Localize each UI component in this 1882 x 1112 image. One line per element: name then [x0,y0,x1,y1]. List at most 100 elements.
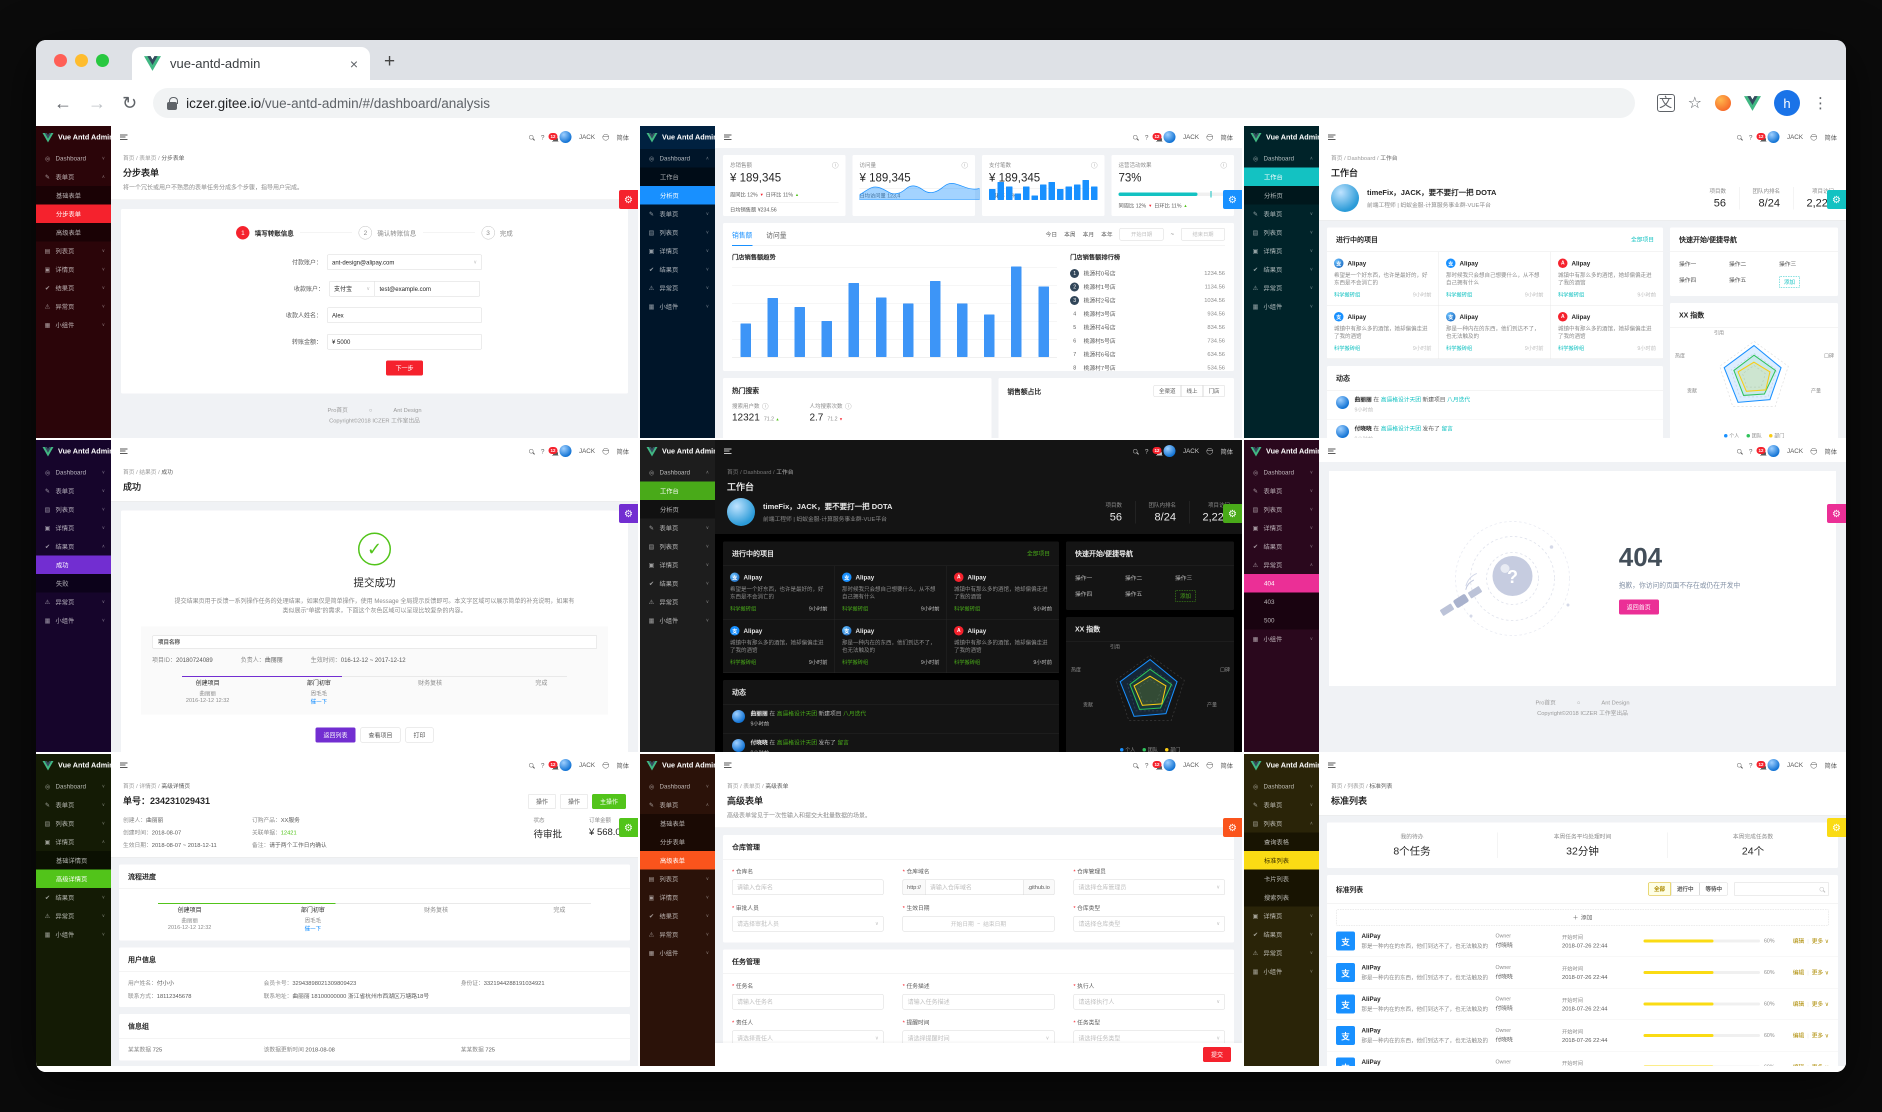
info-icon[interactable] [1220,161,1227,169]
extension-icon[interactable] [1715,95,1731,111]
sidebar-item-result[interactable]: ✔ 结果页 ∨ [44,284,105,292]
quick-link[interactable]: 操作五 [1125,591,1143,598]
range-today[interactable]: 今日 [1045,231,1058,238]
vue-devtools-icon[interactable] [1744,96,1761,111]
user-avatar[interactable] [1163,759,1176,771]
date-end-input[interactable]: 结束日期 [1181,228,1225,241]
project-card[interactable]: 支 Alipay 希望是一个好东西，也许是最好的，好东西是不会消亡的 科学搬砖组 9小时… [1327,252,1439,306]
quick-add-button[interactable]: 添加 [1175,590,1196,602]
user-avatar[interactable] [1163,445,1176,457]
sidebar-item-success[interactable]: 成功 [36,555,111,574]
sidebar-item-advanced-form[interactable]: 高级表单 [640,851,715,870]
question-icon[interactable]: ? [540,761,545,769]
sidebar-item-form[interactable]: ✎ 表单页 ∧ [648,801,709,809]
question-icon[interactable]: ? [1748,447,1753,455]
sidebar-item-detail[interactable]: ▣ 详情页 ∨ [1252,247,1313,255]
more-link[interactable]: 更多 ∨ [1812,1065,1829,1067]
sidebar-item-card-list[interactable]: 卡片列表 [1264,876,1290,883]
sidebar-item-form[interactable]: ✎ 表单页 ∨ [1252,801,1313,809]
sidebar-item-form[interactable]: ✎ 表单页 ∨ [648,524,709,532]
theme-settings-button[interactable]: ⚙ [619,190,638,209]
sidebar-item-result[interactable]: ✔ 结果页 ∨ [1252,542,1313,551]
close-window-button[interactable] [54,54,67,67]
search-icon[interactable] [1132,762,1138,768]
quick-link[interactable]: 操作三 [1779,261,1797,268]
address-bar[interactable]: iczer.gitee.io/vue-antd-admin/#/dashboar… [153,88,1635,118]
action-button[interactable]: 操作 [559,794,588,809]
p4-app-logo[interactable]: Vue Antd Admin [36,440,111,463]
lang-icon[interactable] [602,761,609,769]
sidebar-item-exception[interactable]: ⚠ 异常页 ∨ [1252,949,1313,957]
menu-fold-icon[interactable] [120,762,128,768]
warehouse-name-input[interactable] [732,879,884,895]
sidebar-item-step-form[interactable]: 分步表单 [660,839,686,846]
range-month[interactable]: 本月 [1082,231,1095,238]
lang-label[interactable]: 简体 [616,134,629,142]
sidebar-item-dashboard[interactable]: ◎ Dashboard ∨ [44,154,105,162]
warehouse-admin-select[interactable]: 请选择仓库管理员 ∨ [1073,879,1225,895]
project-card[interactable]: 支 Alipay 希望是一个好东西，也许是最好的，好东西是不会消亡的 科学搬砖组 9小时… [723,566,835,620]
more-link[interactable]: 更多 ∨ [1811,1001,1829,1008]
back-to-list-button[interactable]: 返回列表 [315,727,356,743]
sidebar-item-analysis[interactable]: 分析页 [1264,192,1283,200]
sidebar-item-dashboard[interactable]: ◎ Dashboard ∨ [648,782,709,790]
sidebar-item-list[interactable]: ▤ 列表页 ∨ [648,228,709,237]
question-icon[interactable]: ? [1144,133,1149,141]
sidebar-item-exception[interactable]: ⚠ 异常页 ∨ [1252,284,1313,292]
lang-label[interactable]: 简体 [1220,448,1233,456]
lang-label[interactable]: 简体 [616,762,629,770]
sidebar-item-detail[interactable]: ▣ 详情页 ∨ [648,247,709,255]
amount-input[interactable] [327,334,482,350]
sidebar-item-advanced-form[interactable]: 高级表单 [56,229,82,237]
item-title[interactable]: AliPay [1361,1058,1381,1066]
lang-icon[interactable] [1206,447,1213,455]
filter-waiting-button[interactable]: 等待中 [1699,882,1728,896]
sidebar-item-exception[interactable]: ⚠ 异常页 ∨ [648,598,709,606]
user-avatar[interactable] [1767,131,1780,143]
sidebar-item-workspace[interactable]: 工作台 [640,481,715,500]
search-icon[interactable] [528,134,534,140]
p8-app-logo[interactable]: Vue Antd Admin [640,754,715,777]
action-button[interactable]: 操作 [527,794,556,809]
project-card[interactable]: 支 Alipay 那时候我只会想自己想要什么，从不想自己拥有什么 科学搬砖组 9小时前 [835,566,947,620]
lang-label[interactable]: 简体 [1220,134,1233,142]
sidebar-item-dashboard[interactable]: ◎ Dashboard ∨ [1252,468,1313,476]
owner-select[interactable]: 请选择责任人 ∨ [732,1030,884,1043]
payer-account-select[interactable]: ant-design@alipay.com ∨ [327,254,482,270]
sidebar-item-widgets[interactable]: ▦ 小组件 ∨ [648,616,709,625]
payee-type-select[interactable]: 支付宝 ∨ [329,281,375,297]
user-avatar[interactable] [1767,759,1780,771]
lang-icon[interactable] [1206,761,1213,769]
tab-sales[interactable]: 销售额 [732,223,752,246]
search-icon[interactable] [1132,448,1138,454]
project-card[interactable]: 支 Alipay 城镇中有那么多的酒馆，她却偏偏走进了我的酒馆 科学搬砖组 9小时前 [723,619,835,673]
sidebar-item-dashboard[interactable]: ◎ Dashboard ∨ [44,468,105,476]
sidebar-item-detail[interactable]: ▣ 详情页 ∨ [1252,912,1313,920]
project-card[interactable]: 支 Alipay 那是一种内在的东西，他们到达不了，也无法触及的 科学搬砖组 9小时前 [1439,305,1551,359]
item-title[interactable]: AliPay [1361,995,1381,1003]
sidebar-item-list[interactable]: ▤ 列表页 ∨ [44,819,105,828]
task-type-select[interactable]: 请选择任务类型 ∨ [1073,1030,1225,1043]
theme-settings-button[interactable]: ⚙ [1223,190,1242,209]
approver-select[interactable]: 请选择审批人员 ∨ [732,916,884,932]
lang-label[interactable]: 简体 [1824,134,1837,142]
theme-settings-button[interactable]: ⚙ [1827,504,1846,523]
quick-link[interactable]: 操作二 [1125,575,1143,582]
sidebar-item-list[interactable]: ▤ 列表页 ∧ [1252,819,1313,828]
question-icon[interactable]: ? [1144,761,1149,769]
sidebar-item-detail[interactable]: ▣ 详情页 ∨ [44,524,105,532]
print-button[interactable]: 打印 [405,727,434,743]
sidebar-item-dashboard[interactable]: ◎ Dashboard ∨ [44,782,105,790]
menu-fold-icon[interactable] [120,134,128,140]
sidebar-item-dashboard[interactable]: ◎ Dashboard ∨ [1252,782,1313,790]
sidebar-item-search-list[interactable]: 搜索列表 [1264,894,1290,902]
project-card[interactable]: A Alipay 城镇中有那么多的酒馆，她却偏偏走进了我的酒馆 科学搬砖组 9小时前 [1551,252,1663,306]
sidebar-item-workspace[interactable]: 工作台 [660,174,679,181]
sidebar-item-query-table[interactable]: 查询表格 [1264,839,1290,846]
theme-settings-button[interactable]: ⚙ [1223,818,1242,837]
edit-link[interactable]: 编辑 [1792,938,1805,945]
sidebar-item-403[interactable]: 403 [1264,598,1275,606]
edit-link[interactable]: 编辑 [1792,1001,1805,1008]
theme-settings-button[interactable]: ⚙ [619,504,638,523]
menu-fold-icon[interactable] [724,762,732,768]
